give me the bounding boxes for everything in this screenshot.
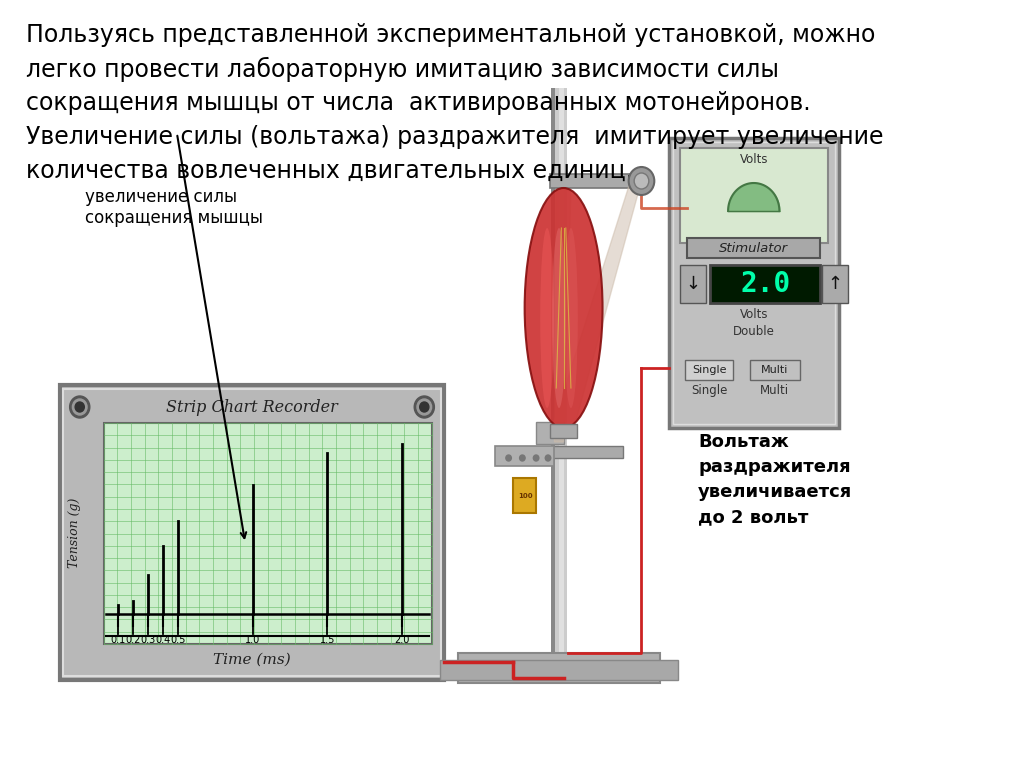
- Text: Double: Double: [733, 325, 775, 338]
- FancyBboxPatch shape: [669, 138, 839, 428]
- Bar: [559, 88, 563, 678]
- Circle shape: [629, 167, 654, 195]
- Text: 0.1: 0.1: [111, 635, 126, 645]
- Bar: [513, 478, 537, 513]
- Text: Tension (g): Tension (g): [68, 498, 81, 568]
- Text: 0.5: 0.5: [170, 635, 185, 645]
- Bar: [711, 265, 820, 303]
- Text: сокращения мышцы от числа  активированных мотонейронов.: сокращения мышцы от числа активированных…: [26, 91, 810, 115]
- Bar: [103, 423, 432, 644]
- Bar: [550, 446, 624, 458]
- Text: Multi: Multi: [760, 384, 788, 397]
- Bar: [822, 265, 848, 303]
- Text: Time (ms): Time (ms): [213, 653, 291, 667]
- Ellipse shape: [564, 228, 578, 408]
- Text: 0.4: 0.4: [156, 635, 171, 645]
- Bar: [550, 174, 637, 188]
- Circle shape: [73, 399, 87, 415]
- Text: Single: Single: [692, 365, 727, 375]
- Circle shape: [417, 399, 432, 415]
- Bar: [495, 446, 554, 466]
- Polygon shape: [554, 190, 571, 442]
- Text: количества вовлеченных двигательных единиц.: количества вовлеченных двигательных един…: [26, 159, 633, 183]
- Circle shape: [75, 402, 84, 412]
- Circle shape: [420, 402, 429, 412]
- Text: Увеличение силы (вольтажа) раздражителя  имитирует увеличение: Увеличение силы (вольтажа) раздражителя …: [26, 125, 883, 149]
- Bar: [551, 88, 555, 678]
- Text: 2.0: 2.0: [740, 270, 791, 298]
- Circle shape: [634, 173, 649, 189]
- Text: Пользуясь представленной экспериментальной установкой, можно: Пользуясь представленной экспериментальн…: [26, 23, 876, 47]
- Text: 0.2: 0.2: [126, 635, 141, 645]
- Text: увеличение силы
сокращения мышцы: увеличение силы сокращения мышцы: [85, 188, 263, 227]
- Text: ↓: ↓: [685, 275, 700, 293]
- Text: Multi: Multi: [761, 365, 788, 375]
- Bar: [680, 265, 706, 303]
- Bar: [555, 88, 559, 678]
- Bar: [550, 424, 578, 438]
- Circle shape: [534, 455, 539, 461]
- FancyBboxPatch shape: [59, 385, 444, 680]
- Text: Single: Single: [691, 384, 727, 397]
- Bar: [563, 88, 567, 678]
- Circle shape: [415, 396, 434, 418]
- Text: ↑: ↑: [827, 275, 843, 293]
- Bar: [537, 422, 563, 444]
- Text: 1.5: 1.5: [319, 635, 335, 645]
- Ellipse shape: [541, 228, 554, 408]
- Text: легко провести лабораторную имитацию зависимости силы: легко провести лабораторную имитацию зав…: [26, 57, 778, 82]
- Text: Volts: Volts: [739, 153, 768, 166]
- Text: Volts: Volts: [739, 308, 768, 321]
- Bar: [685, 360, 733, 380]
- Circle shape: [545, 455, 551, 461]
- Circle shape: [70, 396, 90, 418]
- Text: Stimulator: Stimulator: [719, 241, 788, 254]
- Circle shape: [519, 455, 525, 461]
- Text: 1.0: 1.0: [245, 635, 260, 645]
- Text: 2.0: 2.0: [394, 635, 410, 645]
- Text: Strip Chart Recorder: Strip Chart Recorder: [166, 399, 338, 416]
- Polygon shape: [553, 181, 641, 426]
- Ellipse shape: [552, 228, 566, 408]
- Bar: [750, 360, 800, 380]
- Text: Вольтаж
раздражителя
увеличивается
до 2 вольт: Вольтаж раздражителя увеличивается до 2 …: [698, 433, 853, 526]
- Bar: [687, 238, 820, 258]
- Text: 100: 100: [518, 493, 532, 499]
- Circle shape: [506, 455, 511, 461]
- Text: 0.3: 0.3: [140, 635, 156, 645]
- Bar: [680, 148, 827, 243]
- Bar: [440, 660, 678, 680]
- Bar: [458, 653, 659, 683]
- Ellipse shape: [524, 188, 602, 428]
